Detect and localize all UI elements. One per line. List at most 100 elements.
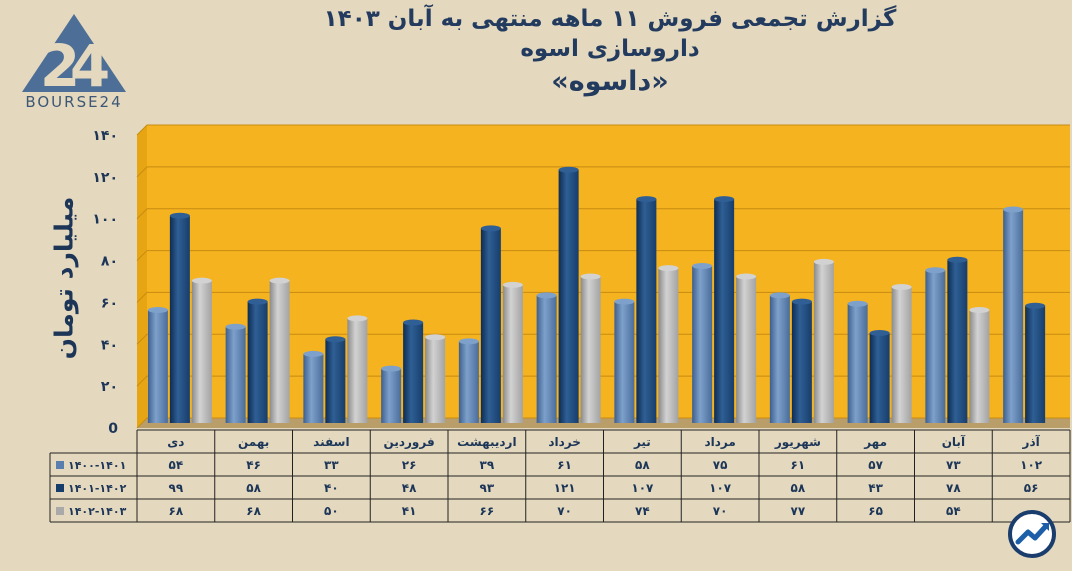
title-line-1: گزارش تجمعی فروش ۱۱ ماهه منتهی به آبان ۱… — [323, 6, 897, 32]
data-label: ۵۶ — [1024, 481, 1039, 495]
x-tick-label: دی — [167, 435, 184, 449]
bar — [169, 215, 190, 423]
bar-cap — [225, 323, 246, 330]
bar-cap — [1025, 302, 1046, 309]
data-label: ۶۱ — [557, 458, 572, 472]
bar-cap — [381, 365, 402, 372]
data-label: ۵۴ — [946, 504, 961, 518]
x-tick-label: آبان — [942, 434, 966, 449]
legend-series-name: ۱۴۰۲-۱۴۰۳ — [68, 505, 127, 518]
bar — [813, 261, 834, 423]
bar — [480, 228, 501, 423]
bar-cap — [347, 315, 368, 322]
data-label: ۱۰۷ — [631, 481, 654, 495]
bar — [614, 301, 635, 423]
bar-cap — [169, 212, 190, 219]
bar-cap — [269, 277, 290, 284]
bar — [947, 259, 968, 423]
y-tick-label: ۱۰۰ — [92, 212, 118, 228]
bar — [636, 199, 657, 423]
bar — [736, 276, 757, 423]
data-label: ۹۹ — [169, 481, 184, 495]
bar — [325, 339, 346, 423]
bar — [847, 303, 868, 423]
bourse24-logo-icon: 2 4 — [22, 14, 126, 100]
data-label: ۱۰۲ — [1020, 458, 1043, 472]
bar-cap — [636, 196, 657, 203]
data-label: ۵۸ — [635, 458, 650, 472]
y-tick-label: ۱۴۰ — [92, 128, 118, 144]
bar-cap — [325, 336, 346, 343]
bar-cap — [813, 258, 834, 265]
bar-cap — [658, 265, 679, 272]
data-label: ۷۸ — [946, 481, 961, 495]
data-label: ۳۹ — [480, 458, 495, 472]
data-label: ۴۸ — [402, 481, 417, 495]
x-tick-label: آذر — [1022, 434, 1041, 449]
bar-cap — [458, 338, 479, 345]
data-label: ۷۵ — [713, 458, 728, 472]
gridline — [136, 166, 1070, 178]
bar — [147, 309, 168, 423]
data-label: ۶۱ — [791, 458, 806, 472]
gridline — [136, 417, 1070, 429]
bar — [580, 276, 601, 423]
data-label: ۴۶ — [246, 458, 261, 472]
bar-cap — [692, 263, 713, 270]
bar-cap — [614, 298, 635, 305]
data-label: ۵۸ — [791, 481, 806, 495]
bar — [692, 266, 713, 423]
bar-cap — [403, 319, 424, 326]
bar — [269, 280, 290, 423]
legend-series-name: ۱۴۰۰-۱۴۰۱ — [68, 459, 126, 472]
gridline — [136, 124, 1070, 136]
y-tick-label: ۶۰ — [101, 295, 118, 311]
bar — [225, 326, 246, 423]
gridline — [136, 250, 1070, 261]
data-label: ۴۳ — [868, 481, 883, 495]
bar-cap — [869, 330, 890, 337]
y-tick-label: ۴۰ — [101, 337, 118, 353]
bar-cap — [502, 281, 523, 288]
data-label: ۵۰ — [324, 504, 339, 518]
legend-swatch — [56, 507, 64, 515]
bar-cap — [925, 267, 946, 274]
x-tick-label: اسفند — [313, 435, 349, 449]
svg-text:4: 4 — [70, 32, 110, 100]
bar-cap — [425, 334, 446, 341]
bar — [1003, 209, 1024, 423]
bar-cap — [303, 350, 324, 357]
bar — [403, 322, 424, 423]
data-label: ۹۳ — [480, 481, 495, 495]
bar-cap — [791, 298, 812, 305]
data-label: ۵۷ — [868, 458, 883, 472]
bar — [558, 169, 579, 423]
svg-text:2: 2 — [40, 32, 80, 100]
bar-cap — [769, 292, 790, 299]
bar — [791, 301, 812, 423]
bar-cap — [191, 277, 212, 284]
title-line-3: «داسوه» — [551, 66, 669, 97]
x-tick-label: بهمن — [238, 435, 269, 449]
bar — [769, 295, 790, 423]
bar-cap — [247, 298, 268, 305]
bar — [1025, 305, 1046, 423]
data-label: ۱۲۱ — [554, 481, 576, 495]
bar — [658, 268, 679, 423]
bar — [381, 368, 402, 423]
bar-cap — [714, 196, 735, 203]
legend-series-name: ۱۴۰۱-۱۴۰۲ — [68, 482, 127, 495]
x-tick-label: فروردین — [384, 435, 435, 450]
brand-name: BOURSE24 — [25, 93, 123, 111]
y-tick-label: ۱۲۰ — [92, 170, 118, 186]
bar — [536, 295, 557, 423]
bar — [869, 333, 890, 423]
data-label: ۶۸ — [246, 504, 261, 518]
data-label: ۲۶ — [402, 458, 417, 472]
title-line-2: داروسازی اسوه — [520, 36, 700, 62]
data-label: ۷۰ — [557, 504, 572, 518]
bar-cap — [147, 306, 168, 313]
data-label: ۶۵ — [868, 504, 883, 518]
bar-cap — [847, 300, 868, 307]
